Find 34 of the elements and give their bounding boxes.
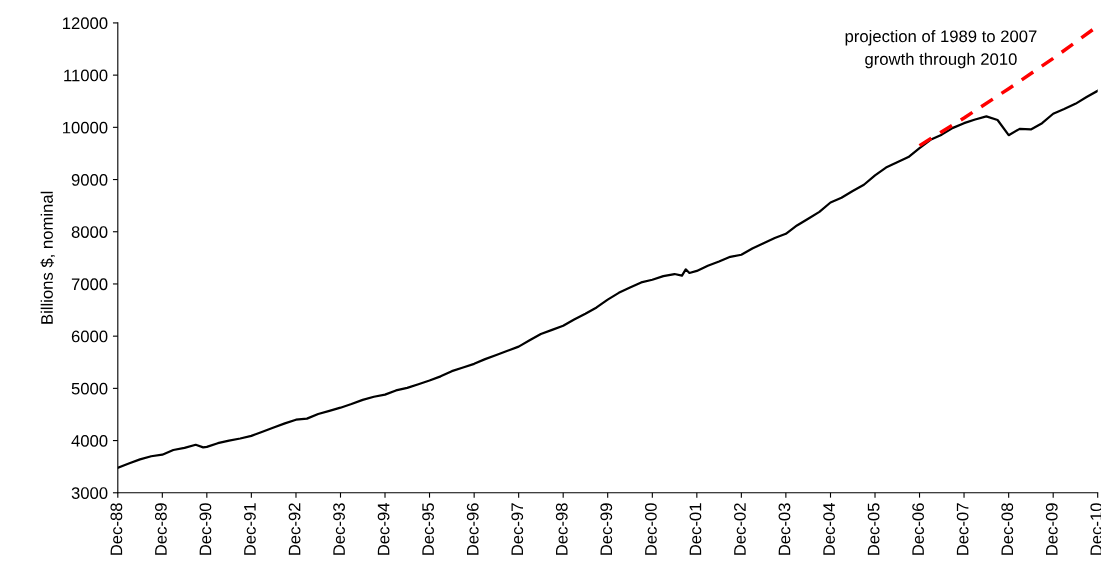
y-axis-title: Billions $, nominal — [40, 191, 55, 324]
x-tick-label: Dec-98 — [555, 503, 568, 555]
x-tick-label: Dec-89 — [154, 503, 167, 555]
x-tick-label: Dec-99 — [600, 503, 613, 555]
x-tick-label: Dec-00 — [645, 503, 657, 555]
y-tick-label: 10000 — [63, 121, 108, 134]
x-tick-label: Dec-09 — [1045, 503, 1058, 555]
x-tick-label: Dec-06 — [912, 503, 924, 555]
x-tick-label: Dec-93 — [333, 503, 345, 555]
x-tick-label: Dec-92 — [288, 503, 301, 555]
y-tick-label: 11000 — [64, 69, 108, 82]
y-tick-label: 3000 — [71, 487, 108, 499]
x-tick-label: Dec-96 — [466, 503, 479, 555]
x-tick-label: Dec-94 — [377, 502, 390, 555]
y-tick-label: 9000 — [71, 173, 108, 186]
x-tick-label: Dec-08 — [1001, 503, 1014, 555]
y-tick-label: 5000 — [71, 382, 108, 395]
annotation: projection of 1989 to 2007 growth through 2010 — [845, 29, 1037, 69]
x-tick-label: Dec-91 — [244, 503, 256, 555]
y-tick-label: 7000 — [71, 278, 108, 291]
x-tick-label: Dec-05 — [867, 503, 880, 555]
x-tick-label: Dec-88 — [110, 503, 123, 555]
x-tick-label: Dec-04 — [823, 502, 835, 555]
x-tick-label: Dec-97 — [511, 503, 524, 555]
x-tick-label: Dec-01 — [689, 503, 702, 555]
y-tick-label: 12000 — [63, 17, 108, 30]
y-tick-label: 8000 — [71, 226, 108, 238]
x-tick-label: Dec-02 — [734, 503, 746, 555]
y-tick-label: 6000 — [71, 330, 108, 343]
y-tick-label: 4000 — [71, 434, 108, 447]
x-tick-label: Dec-95 — [422, 503, 434, 555]
x-tick-label: Dec-03 — [778, 503, 791, 555]
x-tick-label: Dec-07 — [956, 503, 969, 555]
x-tick-label: Dec-90 — [199, 503, 212, 555]
